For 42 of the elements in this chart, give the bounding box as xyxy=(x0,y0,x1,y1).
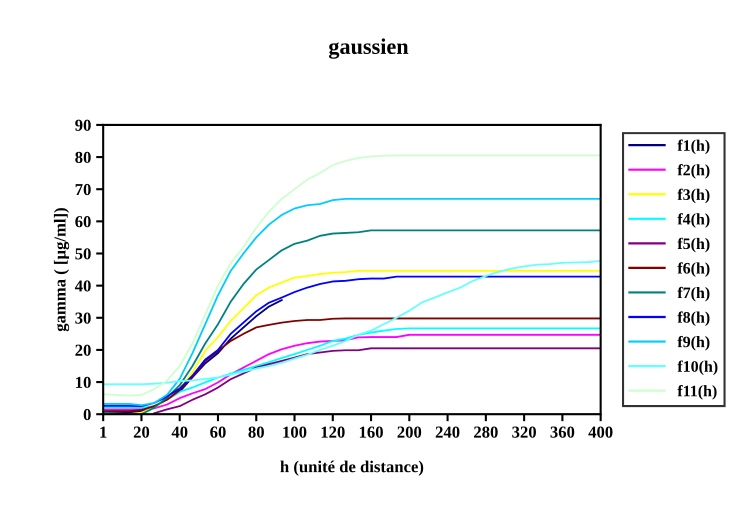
y-axis-title: gamma ( [µg/ml]) xyxy=(54,208,70,332)
legend-label: f9(h) xyxy=(677,336,710,351)
legend-label: f3(h) xyxy=(677,188,710,204)
legend-label: f7(h) xyxy=(677,286,710,302)
x-tick-label: 80 xyxy=(248,426,264,438)
line-series xyxy=(153,347,601,414)
y-tick-label: 20 xyxy=(75,344,91,356)
y-tick-label: 60 xyxy=(75,216,91,228)
legend-label: f2(h) xyxy=(677,164,710,179)
x-tick-label: 200 xyxy=(398,426,422,438)
x-tick-label: 60 xyxy=(210,426,226,438)
line-series xyxy=(103,198,601,406)
x-tick-label: 40 xyxy=(172,426,188,438)
x-tick-label: 280 xyxy=(474,426,498,438)
x-tick-label: 120 xyxy=(322,426,345,438)
line-series xyxy=(103,260,601,386)
y-tick-label: 30 xyxy=(75,312,91,324)
y-tick-label: 90 xyxy=(75,120,91,131)
y-tick-label: 80 xyxy=(75,152,91,164)
x-tick-label: 160 xyxy=(360,426,383,438)
x-tick-label: 400 xyxy=(588,426,613,438)
x-tick-label: 1 xyxy=(100,426,106,438)
legend-label: f6(h) xyxy=(677,262,710,277)
y-tick-label: 50 xyxy=(75,248,91,260)
x-tick-label: 240 xyxy=(436,426,460,438)
x-tick-label: 20 xyxy=(134,426,150,438)
legend-label: f11(h) xyxy=(677,384,717,400)
legend-label: f4(h) xyxy=(677,213,710,228)
x-tick-label: 320 xyxy=(512,426,536,438)
y-tick-label: 0 xyxy=(84,408,91,420)
legend-label: f8(h) xyxy=(677,311,710,326)
legend-label: f5(h) xyxy=(677,238,710,252)
x-tick-label: 100 xyxy=(283,426,306,438)
y-tick-label: 40 xyxy=(74,280,91,292)
y-tick-label: 10 xyxy=(76,376,91,388)
legend-label: f10(h) xyxy=(677,360,718,376)
line-series xyxy=(103,154,601,396)
x-tick-label: 360 xyxy=(550,426,574,438)
legend-label: f1(h) xyxy=(677,139,710,154)
x-axis-title: h (unité de distance) xyxy=(280,460,424,476)
chart-title: gaussien xyxy=(328,38,408,59)
y-tick-label: 70 xyxy=(76,184,91,196)
